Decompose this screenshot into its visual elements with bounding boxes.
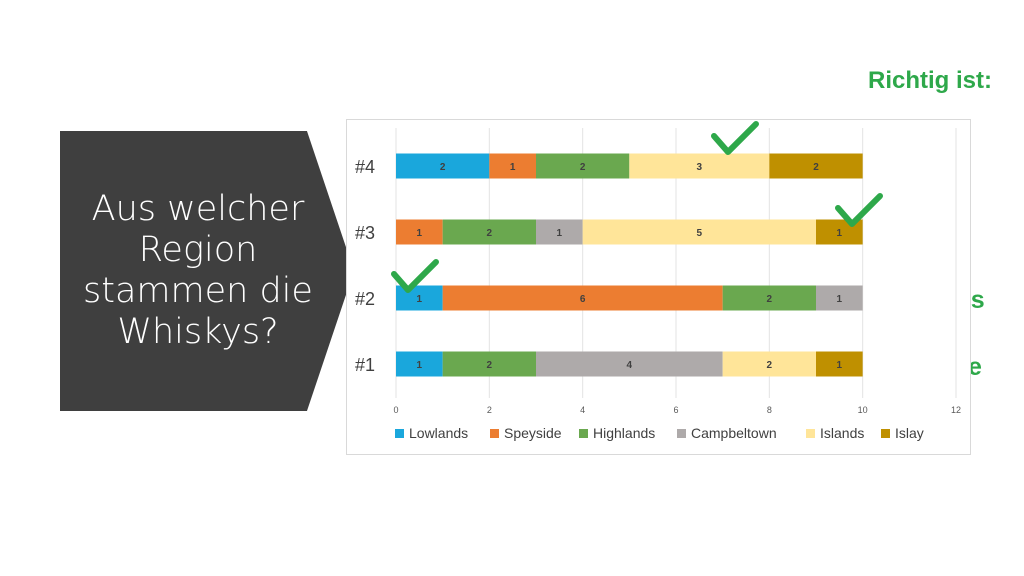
bar-segment <box>816 351 863 377</box>
legend-label: Islay <box>895 425 924 441</box>
check-icon <box>391 259 439 293</box>
category-label: #1 <box>355 355 375 375</box>
x-tick-label: 4 <box>580 405 585 415</box>
data-label: 2 <box>440 162 446 173</box>
data-label: 2 <box>487 228 493 239</box>
bar-segment <box>396 219 443 245</box>
bar-segment <box>536 153 630 179</box>
check-icon <box>711 121 759 155</box>
question-text: Aus welcher Region stammen die Whiskys? <box>83 189 313 352</box>
legend-swatch <box>881 429 890 438</box>
bar-segment <box>442 351 536 377</box>
data-label: 4 <box>627 360 633 371</box>
data-label: 3 <box>697 162 703 173</box>
category-label: #2 <box>355 289 375 309</box>
data-label: 6 <box>580 294 586 305</box>
bar-segment <box>582 219 816 245</box>
x-tick-label: 2 <box>487 405 492 415</box>
category-label: #4 <box>355 157 375 177</box>
question-box: Aus welcher Region stammen die Whiskys? <box>60 131 354 411</box>
bar-segment <box>442 285 723 311</box>
data-label: 2 <box>767 294 773 305</box>
data-label: 1 <box>837 360 843 371</box>
legend-label: Lowlands <box>409 425 468 441</box>
bar-segment <box>769 153 863 179</box>
data-label: 1 <box>510 162 516 173</box>
data-label: 2 <box>487 360 493 371</box>
bar-segment <box>722 285 816 311</box>
bar-segment <box>629 153 770 179</box>
bar-segment <box>442 219 536 245</box>
x-tick-label: 0 <box>393 405 398 415</box>
data-label: 2 <box>813 162 819 173</box>
data-label: 1 <box>837 228 843 239</box>
bar-segment <box>536 219 583 245</box>
bar-segment <box>396 153 490 179</box>
data-label: 1 <box>417 360 423 371</box>
check-icon <box>835 193 883 227</box>
data-label: 1 <box>557 228 563 239</box>
data-label: 2 <box>767 360 773 371</box>
legend-label: Campbeltown <box>691 425 777 441</box>
x-tick-label: 6 <box>673 405 678 415</box>
bar-segment <box>536 351 723 377</box>
category-label: #3 <box>355 223 375 243</box>
answer-header: Richtig ist: <box>868 67 992 94</box>
bar-segment <box>816 285 863 311</box>
legend-label: Speyside <box>504 425 562 441</box>
bar-segment <box>722 351 816 377</box>
legend-swatch <box>579 429 588 438</box>
x-tick-label: 10 <box>858 405 868 415</box>
data-label: 1 <box>417 228 423 239</box>
legend-label: Islands <box>820 425 864 441</box>
legend-swatch <box>490 429 499 438</box>
legend-swatch <box>806 429 815 438</box>
stacked-bar-chart: 0 2 4 6 8 10 12#4 2 1 2 3 2#3 1 2 1 5 1#2 1 6 2 1#1 1 2 4 2 1Lowl… <box>355 128 961 441</box>
chart-frame: 0 2 4 6 8 10 12 #4 2 1 2 3 2 #3 1 2 1 5 1 #2 1 6 2 1 #1 1 2 4 2 1 Lowl… <box>346 119 971 455</box>
legend-label: Highlands <box>593 425 655 441</box>
data-label: 1 <box>837 294 843 305</box>
data-label: 2 <box>580 162 586 173</box>
legend-swatch <box>677 429 686 438</box>
x-tick-label: 12 <box>951 405 961 415</box>
legend-swatch <box>395 429 404 438</box>
x-tick-label: 8 <box>767 405 772 415</box>
bar-segment <box>489 153 536 179</box>
data-label: 5 <box>697 228 703 239</box>
bar-segment <box>396 351 443 377</box>
data-label: 1 <box>417 294 423 305</box>
